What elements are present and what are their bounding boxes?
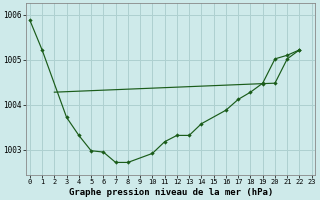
X-axis label: Graphe pression niveau de la mer (hPa): Graphe pression niveau de la mer (hPa) (69, 188, 273, 197)
